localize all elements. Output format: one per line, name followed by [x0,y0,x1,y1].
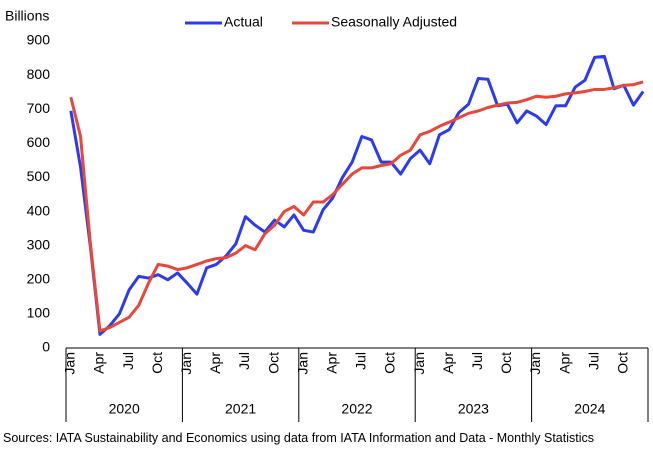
x-tick-label: Oct [149,352,165,374]
x-tick-label: Apr [207,352,223,374]
x-tick-label: Jan [178,352,194,375]
group-label: 2021 [225,401,256,417]
x-tick-label: Apr [556,352,572,374]
series-line [69,54,645,336]
legend-label: Seasonally Adjusted [331,14,457,30]
y-tick-label: 200 [27,270,51,286]
x-tick-label: Apr [440,352,456,374]
x-tick-label: Jan [527,352,543,375]
x-tick-label: Apr [91,352,107,374]
x-tick-label: Oct [498,352,514,374]
group-label: 2022 [341,401,372,417]
source-note: Sources: IATA Sustainability and Economi… [3,431,594,445]
y-axis-label: Billions [5,8,49,24]
x-tick-label: Jul [353,352,369,370]
group-label: 2023 [458,401,489,417]
x-tick-label: Apr [323,352,339,374]
series-line [69,80,644,333]
x-tick-label: Jul [585,352,601,370]
x-tick-label: Oct [614,352,630,374]
group-label: 2020 [109,401,140,417]
legend-label: Actual [224,14,263,30]
x-tick-label: Jul [469,352,485,370]
y-tick-label: 800 [27,66,51,82]
x-tick-label: Oct [265,352,281,374]
x-tick-label: Jan [294,352,310,375]
y-tick-label: 0 [42,339,50,355]
x-tick-label: Jul [120,352,136,370]
group-label: 2024 [574,401,605,417]
y-tick-label: 300 [27,236,51,252]
x-tick-label: Jul [236,352,252,370]
y-tick-label: 700 [27,100,51,116]
x-tick-label: Jan [411,352,427,375]
y-tick-label: 900 [27,32,51,48]
source-line: Sources: IATA Sustainability and Economi… [3,431,594,445]
x-tick-label: Jan [62,352,78,375]
x-tick-label: Oct [382,352,398,374]
y-tick-label: 100 [27,305,51,321]
y-tick-label: 600 [27,134,51,150]
y-tick-label: 400 [27,202,51,218]
y-tick-label: 500 [27,168,51,184]
